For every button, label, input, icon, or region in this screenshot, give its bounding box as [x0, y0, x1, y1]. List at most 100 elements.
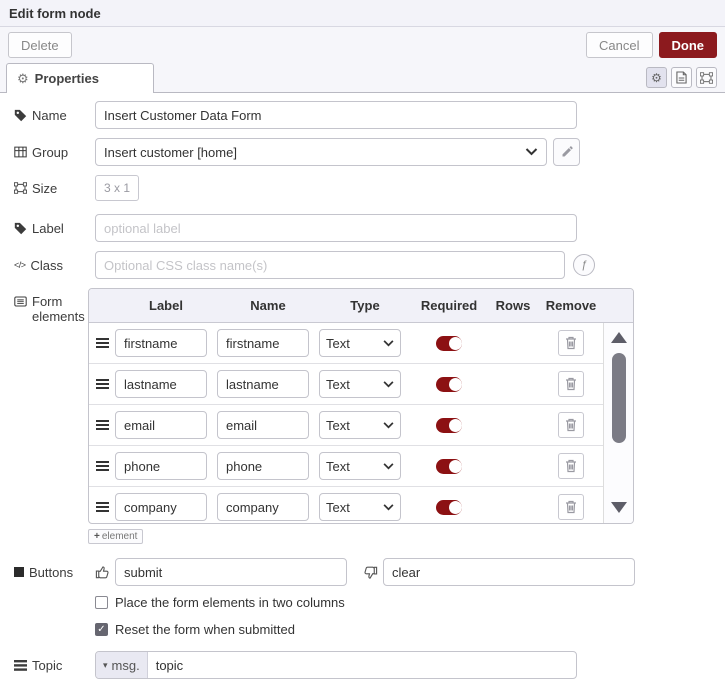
form-elements-table: Label Name Type Required Rows Remove Tex… — [88, 288, 634, 524]
scroll-down-arrow-icon[interactable] — [611, 502, 627, 513]
dialog-toolbar: Delete Cancel Done — [0, 27, 725, 63]
group-label: Group — [14, 145, 88, 160]
drag-handle-icon[interactable] — [95, 461, 109, 471]
reset-form-checkbox[interactable]: ✓ — [95, 623, 108, 636]
label-row: Label — [14, 214, 711, 242]
gear-icon: ⚙ — [651, 70, 662, 85]
form-element-row: Text — [89, 446, 603, 487]
form-element-row: Text — [89, 405, 603, 446]
element-label-input[interactable] — [115, 370, 207, 398]
dialog-title: Edit form node — [0, 0, 725, 27]
group-select[interactable]: Insert customer [home] — [95, 138, 547, 166]
drag-handle-icon[interactable] — [95, 420, 109, 430]
name-label: Name — [14, 108, 88, 123]
two-columns-checkbox[interactable] — [95, 596, 108, 609]
size-button[interactable]: 3 x 1 — [95, 175, 140, 201]
form-element-row: Text — [89, 487, 603, 523]
square-icon — [14, 567, 24, 577]
required-toggle[interactable] — [436, 417, 462, 433]
topic-label: Topic — [14, 658, 88, 673]
scrollbar[interactable] — [603, 323, 633, 523]
element-type-select[interactable]: Text — [319, 370, 401, 398]
cancel-button[interactable]: Cancel — [586, 32, 653, 58]
element-name-input[interactable] — [217, 329, 309, 357]
element-type-select[interactable]: Text — [319, 493, 401, 521]
topic-input[interactable]: topic — [155, 657, 184, 673]
delete-button[interactable]: Delete — [8, 32, 72, 58]
form-elements-label: Form elements — [14, 288, 88, 324]
remove-element-button[interactable] — [558, 412, 584, 438]
pencil-icon — [561, 146, 573, 158]
trash-icon — [565, 336, 577, 350]
tab-actions: ⚙ — [646, 67, 717, 88]
required-toggle[interactable] — [436, 499, 462, 515]
drag-handle-icon[interactable] — [95, 379, 109, 389]
element-type-select[interactable]: Text — [319, 411, 401, 439]
done-button[interactable]: Done — [658, 32, 717, 58]
dynamic-class-button[interactable]: ƒ — [573, 254, 595, 276]
drag-handle-icon[interactable] — [95, 502, 109, 512]
size-label: Size — [14, 181, 88, 196]
submit-button-label-input[interactable] — [115, 558, 347, 586]
two-columns-option: Place the form elements in two columns — [95, 595, 711, 610]
element-label-input[interactable] — [115, 452, 207, 480]
trash-icon — [565, 418, 577, 432]
header-required: Required — [420, 298, 478, 313]
required-toggle[interactable] — [436, 335, 462, 351]
form-element-row: Text — [89, 364, 603, 405]
node-description-button[interactable] — [671, 67, 692, 88]
editor-tabbar: ⚙ Properties ⚙ — [0, 63, 725, 93]
form-elements-body: Text Text — [89, 323, 633, 523]
chevron-down-icon — [383, 339, 394, 347]
tab-properties[interactable]: ⚙ Properties — [6, 63, 154, 93]
element-label-input[interactable] — [115, 411, 207, 439]
thumbs-down-icon — [363, 565, 378, 580]
class-label: </> Class — [14, 257, 64, 273]
element-type-select[interactable]: Text — [319, 329, 401, 357]
add-element-button[interactable]: + element — [88, 529, 144, 544]
gear-icon: ⚙ — [17, 70, 29, 86]
list-alt-icon — [14, 294, 27, 307]
element-label-input[interactable] — [115, 493, 207, 521]
drag-handle-icon[interactable] — [95, 338, 109, 348]
topic-type-select[interactable]: ▾ msg. — [96, 652, 148, 678]
node-properties-button[interactable]: ⚙ — [646, 67, 667, 88]
chevron-down-icon — [383, 421, 394, 429]
remove-element-button[interactable] — [558, 494, 584, 520]
required-toggle[interactable] — [436, 458, 462, 474]
chevron-down-icon — [383, 380, 394, 388]
header-type: Type — [350, 298, 380, 313]
thumbs-up-icon — [95, 565, 110, 580]
remove-element-button[interactable] — [558, 453, 584, 479]
element-name-input[interactable] — [217, 452, 309, 480]
class-input[interactable] — [95, 251, 565, 279]
element-name-input[interactable] — [217, 411, 309, 439]
form-elements-rows: Text Text — [89, 323, 603, 523]
remove-element-button[interactable] — [558, 371, 584, 397]
name-input[interactable] — [95, 101, 577, 129]
required-toggle[interactable] — [436, 376, 462, 392]
tag-icon — [14, 109, 27, 122]
element-type-select[interactable]: Text — [319, 452, 401, 480]
label-label: Label — [14, 221, 88, 236]
reset-form-label: Reset the form when submitted — [115, 622, 295, 637]
label-input[interactable] — [95, 214, 577, 242]
remove-element-button[interactable] — [558, 330, 584, 356]
trash-icon — [565, 459, 577, 473]
scroll-up-arrow-icon[interactable] — [611, 332, 627, 343]
element-name-input[interactable] — [217, 493, 309, 521]
header-rows: Rows — [495, 298, 531, 313]
node-appearance-button[interactable] — [696, 67, 717, 88]
reset-form-option: ✓ Reset the form when submitted — [95, 622, 711, 637]
object-group-icon — [14, 182, 27, 194]
element-name-input[interactable] — [217, 370, 309, 398]
edit-group-button[interactable] — [553, 138, 580, 166]
scrollbar-thumb[interactable] — [612, 353, 626, 443]
caret-down-icon: ▾ — [103, 659, 108, 670]
clear-button-label-input[interactable] — [383, 558, 635, 586]
tab-properties-label: Properties — [34, 71, 99, 86]
tag-icon — [14, 222, 27, 235]
element-label-input[interactable] — [115, 329, 207, 357]
chevron-down-icon — [525, 148, 538, 156]
buttons-row: Buttons — [14, 558, 711, 586]
